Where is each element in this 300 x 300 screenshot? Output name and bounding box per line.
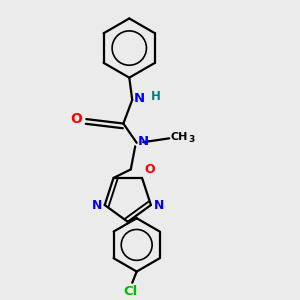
Text: O: O bbox=[144, 164, 155, 176]
Text: CH: CH bbox=[171, 133, 188, 142]
Text: Cl: Cl bbox=[124, 285, 138, 298]
Text: N: N bbox=[154, 199, 164, 212]
Text: 3: 3 bbox=[188, 135, 195, 144]
Text: N: N bbox=[138, 135, 149, 148]
Text: O: O bbox=[70, 112, 82, 125]
Text: N: N bbox=[92, 199, 102, 212]
Text: N: N bbox=[134, 92, 145, 106]
Text: H: H bbox=[151, 89, 160, 103]
